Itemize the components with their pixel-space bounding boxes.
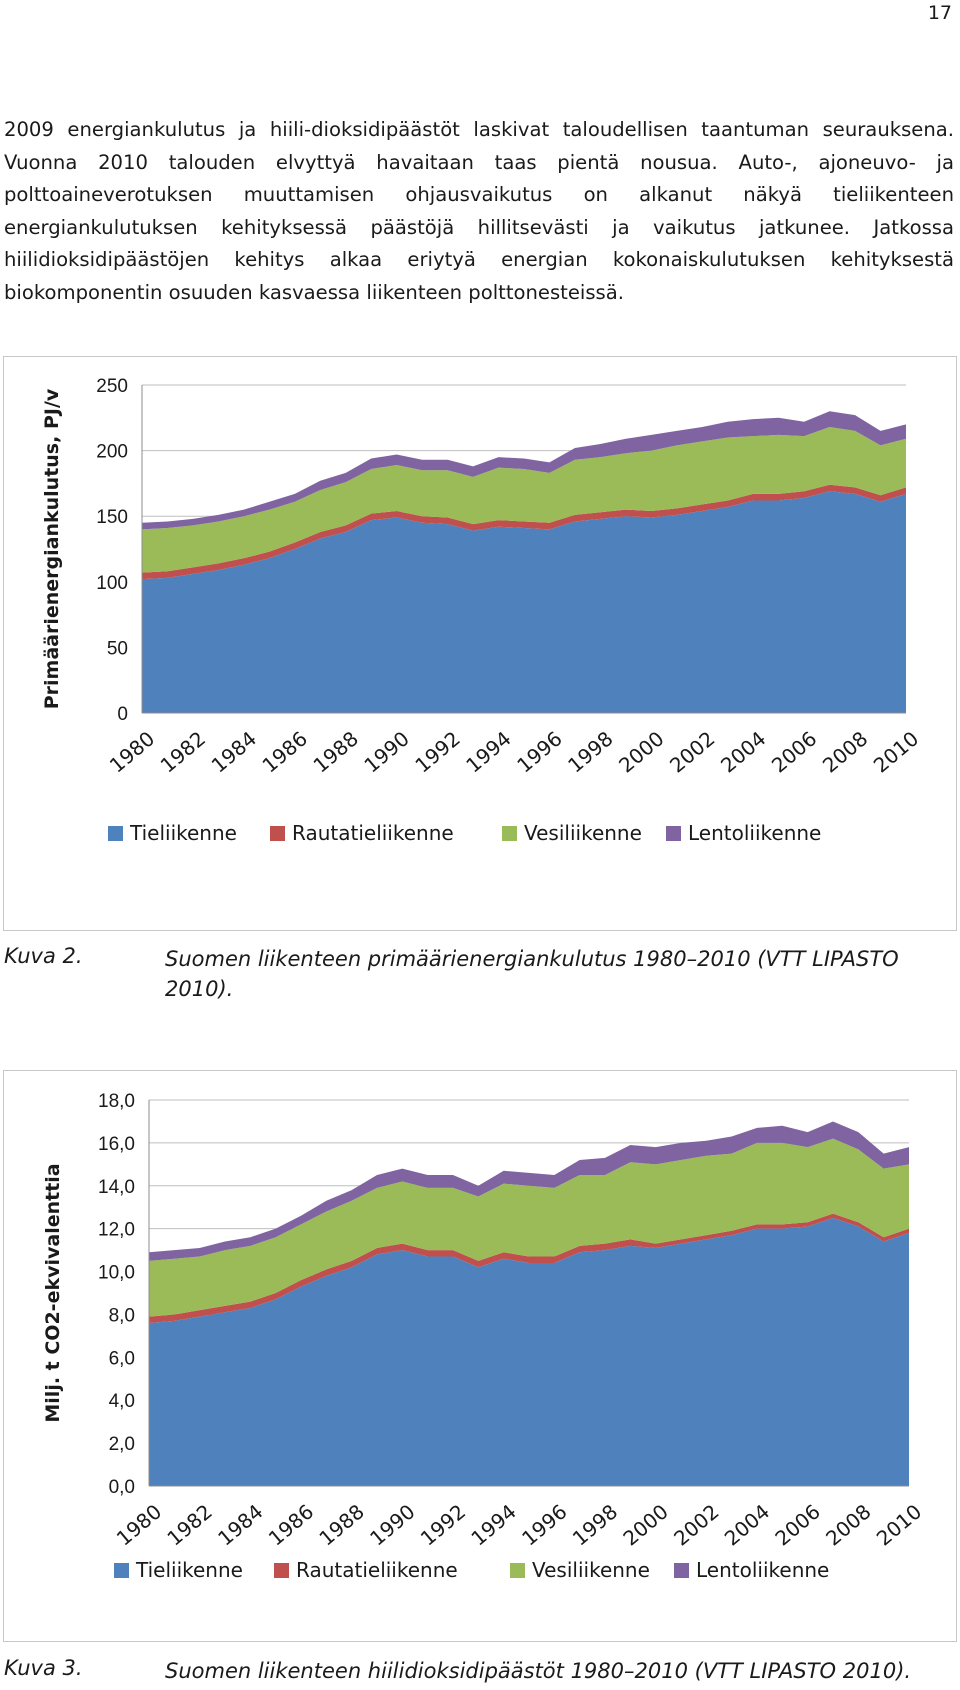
legend-item: Vesiliikenne bbox=[510, 1558, 650, 1582]
x-tick-label: 1980 bbox=[105, 726, 159, 777]
x-tick-label: 2000 bbox=[614, 726, 668, 777]
area-lentoliikenne bbox=[149, 1121, 909, 1261]
x-tick-label: 2004 bbox=[720, 1499, 774, 1550]
x-tick-label: 1988 bbox=[314, 1499, 368, 1550]
figure-energy-chart: 0 50 100 150 200 250 1980 1982 1984 1986 1988 1990 1… bbox=[3, 356, 957, 931]
figure-3-label: Kuva 3. bbox=[4, 1656, 83, 1680]
y-tick-label: 0 bbox=[117, 704, 128, 725]
legend-swatch bbox=[270, 826, 285, 841]
x-tick-label: 1998 bbox=[568, 1499, 622, 1550]
legend-swatch bbox=[274, 1563, 289, 1578]
x-tick-label: 1990 bbox=[359, 726, 413, 777]
area-vesiliikenne bbox=[149, 1138, 909, 1317]
x-tick-label: 1982 bbox=[162, 1499, 216, 1550]
co2-area-chart: 0,02,04,06,08,010,012,014,016,018,019801… bbox=[42, 1091, 926, 1582]
legend-label: Vesiliikenne bbox=[532, 1558, 650, 1582]
figure-co2-chart: 0,0 2,0 4,0 6,0 8,0 10,0 12,0 14,0 16,0 18,0 1980 1… bbox=[3, 1070, 957, 1642]
figure-2-label: Kuva 2. bbox=[4, 944, 83, 968]
y-tick-label: 150 bbox=[96, 507, 128, 528]
x-tick-label: 1986 bbox=[264, 1499, 318, 1550]
figure-3-caption: Suomen liikenteen hiilidioksidipäästöt 1… bbox=[165, 1659, 912, 1683]
legend-item: Tieliikenne bbox=[108, 821, 237, 845]
area-rautatieliikenne bbox=[142, 484, 906, 580]
x-tick-label: 1994 bbox=[466, 1499, 520, 1550]
x-tick-label: 2006 bbox=[767, 726, 821, 777]
legend-label: Tieliikenne bbox=[129, 821, 237, 845]
area-lentoliikenne bbox=[142, 411, 906, 530]
y-tick-label: 50 bbox=[107, 638, 128, 659]
x-tick-label: 1996 bbox=[512, 726, 566, 777]
x-tick-label: 2002 bbox=[665, 726, 719, 777]
x-tick-label: 1984 bbox=[213, 1499, 267, 1550]
legend-swatch bbox=[502, 826, 517, 841]
y-tick-label: 16,0 bbox=[98, 1134, 135, 1155]
x-tick-label: 2002 bbox=[669, 1499, 723, 1550]
x-tick-label: 1990 bbox=[365, 1499, 419, 1550]
legend-swatch bbox=[108, 826, 123, 841]
legend-item: Lentoliikenne bbox=[674, 1558, 829, 1582]
area-tieliikenne bbox=[142, 491, 906, 713]
y-tick-label: 10,0 bbox=[98, 1263, 135, 1284]
x-tick-label: 1980 bbox=[112, 1499, 166, 1550]
legend-label: Vesiliikenne bbox=[524, 821, 642, 845]
y-tick-label: 200 bbox=[96, 442, 128, 463]
y-tick-label: 0,0 bbox=[109, 1477, 135, 1498]
page-number: 17 bbox=[927, 2, 952, 24]
legend-label: Rautatieliikenne bbox=[292, 821, 454, 845]
y-tick-label: 2,0 bbox=[109, 1434, 135, 1455]
y-tick-label: 8,0 bbox=[109, 1305, 135, 1326]
legend-item: Lentoliikenne bbox=[666, 821, 821, 845]
x-tick-label: 1988 bbox=[309, 726, 363, 777]
x-tick-label: 2000 bbox=[618, 1499, 672, 1550]
legend-label: Lentoliikenne bbox=[688, 821, 821, 845]
y-axis-label: Primäärienergiankulutus, PJ/v bbox=[41, 388, 63, 709]
x-tick-label: 1998 bbox=[563, 726, 617, 777]
x-tick-label: 2008 bbox=[818, 726, 872, 777]
energy-area-chart: 0501001502002501980198219841986198819901… bbox=[41, 376, 923, 845]
y-tick-label: 250 bbox=[96, 376, 128, 397]
y-axis-label: Milj. t CO2-ekvivalenttia bbox=[42, 1163, 64, 1422]
y-tick-label: 100 bbox=[96, 573, 128, 594]
legend-swatch bbox=[510, 1563, 525, 1578]
legend-item: Rautatieliikenne bbox=[274, 1558, 458, 1582]
x-tick-label: 2008 bbox=[821, 1499, 875, 1550]
x-tick-label: 1992 bbox=[410, 726, 464, 777]
y-tick-label: 14,0 bbox=[98, 1177, 135, 1198]
legend-label: Tieliikenne bbox=[135, 1558, 243, 1582]
area-rautatieliikenne bbox=[149, 1213, 909, 1324]
x-tick-label: 2010 bbox=[869, 726, 923, 777]
y-tick-label: 6,0 bbox=[109, 1348, 135, 1369]
y-tick-label: 12,0 bbox=[98, 1220, 135, 1241]
x-tick-label: 2006 bbox=[770, 1499, 824, 1550]
x-tick-label: 1992 bbox=[416, 1499, 470, 1550]
x-tick-label: 1996 bbox=[517, 1499, 571, 1550]
legend-item: Vesiliikenne bbox=[502, 821, 642, 845]
x-tick-label: 2010 bbox=[872, 1499, 926, 1550]
area-vesiliikenne bbox=[142, 426, 906, 573]
y-tick-label: 4,0 bbox=[109, 1391, 135, 1412]
figure-2-caption: Suomen liikenteen primäärienergiankulutu… bbox=[165, 947, 899, 1001]
x-tick-label: 1994 bbox=[461, 726, 515, 777]
area-tieliikenne bbox=[149, 1217, 909, 1486]
legend-swatch bbox=[114, 1563, 129, 1578]
legend-swatch bbox=[666, 826, 681, 841]
legend-item: Rautatieliikenne bbox=[270, 821, 454, 845]
y-tick-label: 18,0 bbox=[98, 1091, 135, 1112]
x-tick-label: 1986 bbox=[258, 726, 312, 777]
intro-paragraph: 2009 energiankulutus ja hiili-dioksidipä… bbox=[4, 118, 954, 304]
x-tick-label: 2004 bbox=[716, 726, 770, 777]
x-tick-label: 1982 bbox=[156, 726, 210, 777]
legend-swatch bbox=[674, 1563, 689, 1578]
legend-label: Lentoliikenne bbox=[696, 1558, 829, 1582]
legend-item: Tieliikenne bbox=[114, 1558, 243, 1582]
x-tick-label: 1984 bbox=[207, 726, 261, 777]
legend-label: Rautatieliikenne bbox=[296, 1558, 458, 1582]
